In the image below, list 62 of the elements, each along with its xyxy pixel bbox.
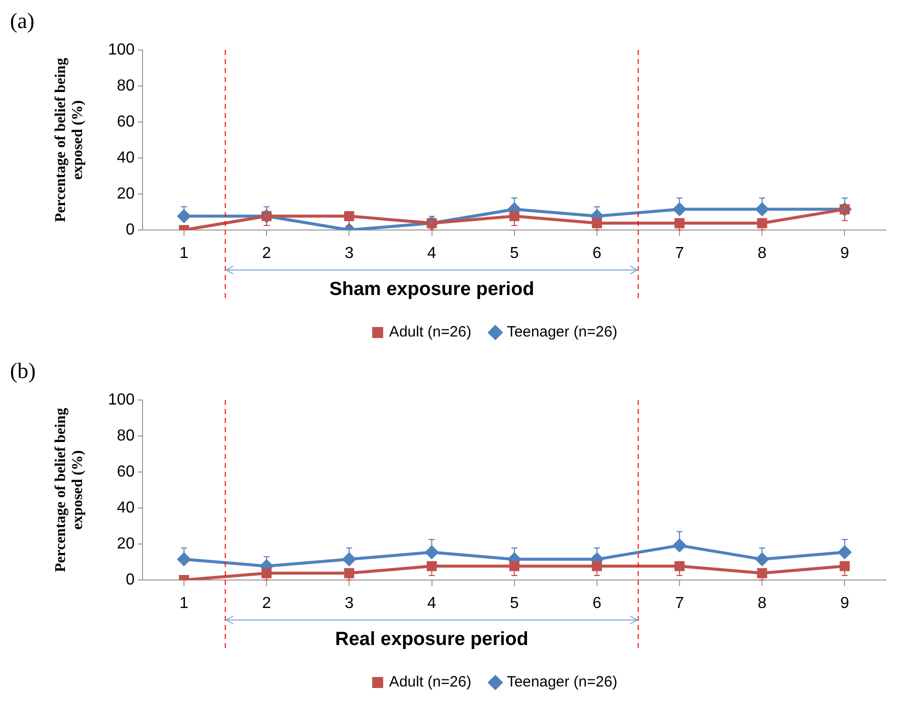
legend-label: Teenager (n=26): [506, 324, 618, 341]
y-axis-title: Percentage of belief being exposed (%): [53, 56, 87, 224]
point: [674, 218, 685, 228]
legend-label: Teenager (n=26): [506, 674, 618, 691]
point: [592, 561, 602, 572]
point: [756, 552, 769, 566]
x-tick-label: 2: [262, 595, 272, 612]
point: [177, 210, 190, 223]
point: [262, 568, 272, 578]
point: [592, 218, 602, 228]
y-tick-label: 60: [116, 113, 135, 130]
point: [425, 546, 438, 559]
point: [509, 211, 520, 222]
text: Sham exposure period: [329, 279, 534, 300]
x-tick-label: 2: [262, 245, 272, 262]
y-tick-label: 0: [126, 221, 135, 238]
y-axis-title: Percentage of belief being exposed (%): [53, 406, 87, 574]
chart-title: (b): [10, 358, 36, 384]
y-tick-label: 0: [126, 571, 135, 588]
x-tick-label: 1: [180, 595, 189, 612]
x-tick-label: 5: [510, 245, 519, 262]
x-tick-label: 3: [344, 595, 354, 612]
y-tick-label: 40: [116, 499, 135, 516]
point: [674, 561, 685, 572]
x-tick-label: 4: [427, 595, 436, 612]
x-tick-label: 7: [675, 595, 684, 612]
y-tick-label: 40: [116, 149, 135, 166]
x-tick-label: 8: [758, 245, 767, 262]
legend-label: Adult (n=26): [389, 674, 472, 691]
x-tick-label: 1: [180, 245, 189, 262]
point: [344, 211, 354, 222]
y-tick-label: 60: [116, 463, 135, 480]
point: [673, 202, 686, 216]
y-tick-label: 80: [116, 427, 135, 444]
point: [838, 546, 852, 559]
x-tick-label: 7: [675, 245, 684, 262]
point: [426, 561, 437, 572]
point: [840, 561, 850, 572]
legend-label: Adult (n=26): [389, 324, 472, 341]
x-tick-label: 5: [510, 595, 519, 612]
point: [673, 538, 686, 552]
x-tick-label: 3: [344, 245, 354, 262]
y-tick-label: 80: [116, 77, 135, 94]
point: [757, 568, 768, 578]
point: [756, 202, 769, 216]
x-tick-label: 6: [592, 595, 602, 612]
text: Real exposure period: [335, 629, 528, 650]
y-tick-label: 20: [116, 185, 135, 202]
y-tick-label: 20: [116, 535, 135, 552]
point: [509, 561, 520, 572]
x-tick-label: 8: [758, 595, 767, 612]
x-tick-label: 4: [427, 245, 436, 262]
point: [757, 218, 768, 228]
x-tick-label: 9: [840, 245, 850, 262]
chart-title: (a): [10, 8, 34, 34]
point: [342, 552, 356, 566]
y-tick-label: 100: [108, 391, 135, 408]
point: [344, 568, 354, 578]
y-tick-label: 100: [108, 41, 135, 58]
x-tick-label: 6: [592, 245, 602, 262]
x-tick-label: 9: [840, 595, 850, 612]
point: [177, 552, 190, 566]
